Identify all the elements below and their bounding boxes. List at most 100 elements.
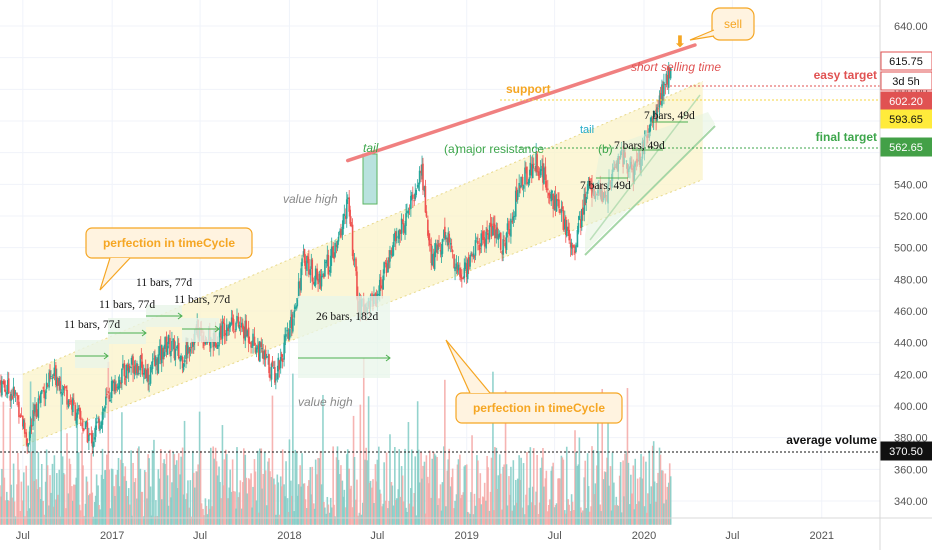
volume-bar	[136, 498, 138, 525]
volume-bar	[40, 463, 43, 525]
volume-bar	[666, 486, 669, 525]
volume-bar	[214, 447, 217, 525]
volume-bar	[479, 473, 482, 525]
candle-body	[351, 224, 354, 256]
volume-bar	[98, 504, 100, 525]
rising-wedge-band	[585, 112, 715, 252]
volume-bar	[2, 401, 5, 525]
candle-body	[323, 273, 325, 278]
volume-bar	[344, 507, 347, 525]
candle-body	[519, 185, 521, 188]
volume-bar	[182, 494, 185, 525]
candle-body	[342, 214, 345, 229]
volume-bar	[642, 456, 645, 525]
volume-bar	[279, 476, 282, 525]
volume-bar	[167, 505, 170, 525]
candle-body	[456, 266, 459, 273]
candle-body	[515, 187, 518, 201]
candle-body	[276, 373, 279, 380]
volume-bar	[115, 474, 117, 525]
volume-bar	[494, 446, 496, 525]
candle-body	[318, 273, 321, 283]
candle-body	[551, 190, 553, 193]
volume-bar	[486, 455, 488, 525]
sell-arrow-icon: ⬇	[673, 34, 686, 51]
volume-bar	[648, 450, 651, 525]
volume-bar	[550, 470, 553, 525]
candle-body	[255, 347, 258, 353]
candle-body	[537, 171, 540, 176]
volume-bar	[541, 457, 543, 525]
volume-bar	[369, 480, 372, 525]
candle-body	[227, 327, 230, 332]
volume-bar	[348, 468, 350, 525]
volume-bar	[304, 499, 307, 525]
candle-body	[261, 347, 264, 350]
candle-body	[29, 425, 32, 432]
time-tick-label: 2017	[100, 530, 124, 542]
volume-bar	[149, 486, 152, 525]
volume-bar	[400, 466, 403, 525]
time-tick-label: Jul	[725, 530, 739, 542]
candle-body	[429, 239, 431, 246]
bar-range-box	[182, 318, 219, 342]
volume-bar	[257, 450, 259, 525]
volume-bar	[254, 471, 257, 525]
volume-bar	[43, 514, 45, 525]
candle-body	[291, 314, 293, 329]
volume-bar	[650, 486, 653, 525]
candle-body	[116, 386, 119, 388]
candle-body	[229, 322, 231, 328]
volume-bar	[515, 502, 518, 525]
candle-body	[650, 117, 653, 122]
volume-bar	[554, 504, 557, 525]
volume-bar	[244, 454, 247, 525]
candle-body	[539, 169, 542, 176]
volume-bar	[432, 451, 435, 525]
candle-body	[117, 385, 120, 390]
candle-body	[336, 240, 339, 249]
time-axis[interactable]: Jul 2017 Jul 2018 Jul 2019 Jul 2020 Jul 2021	[0, 517, 932, 542]
candle-body	[493, 223, 495, 228]
candle-body	[401, 220, 404, 222]
volume-bar	[360, 514, 363, 525]
volume-bar	[353, 457, 356, 525]
candle-body	[4, 389, 7, 393]
candle-body	[423, 186, 426, 192]
volume-bar	[375, 481, 378, 525]
volume-bar	[399, 496, 401, 525]
volume-bar	[355, 499, 357, 525]
candle-body	[431, 254, 434, 266]
candle-body	[93, 437, 96, 440]
candle-body	[451, 250, 454, 253]
volume-bar	[252, 486, 254, 525]
candle-body	[418, 170, 421, 184]
volume-bar	[89, 493, 91, 525]
candle-body	[406, 211, 408, 213]
candle-body	[310, 259, 313, 267]
volume-bar	[454, 500, 456, 525]
volume-bar	[49, 475, 51, 525]
candle-body	[295, 305, 298, 309]
volume-bar	[476, 455, 478, 525]
volume-bar	[663, 503, 665, 525]
candle-body	[23, 422, 26, 434]
candle-body	[34, 404, 36, 413]
candle-body	[455, 263, 458, 269]
candle-body	[663, 81, 665, 97]
volume-bar	[311, 466, 314, 525]
candle-body	[496, 227, 499, 238]
volume-bar	[438, 498, 440, 525]
candle-body	[222, 321, 225, 323]
volume-bar	[290, 480, 292, 525]
volume-bar	[99, 509, 101, 525]
candle-body	[98, 418, 100, 429]
candle-body	[329, 255, 332, 273]
volume-bar	[263, 452, 266, 525]
candle-body	[173, 340, 176, 359]
candle-body	[300, 268, 302, 291]
price-label-box	[880, 109, 932, 129]
candle-body	[0, 380, 2, 393]
candle-body	[99, 425, 101, 431]
volume-bar	[530, 502, 533, 525]
